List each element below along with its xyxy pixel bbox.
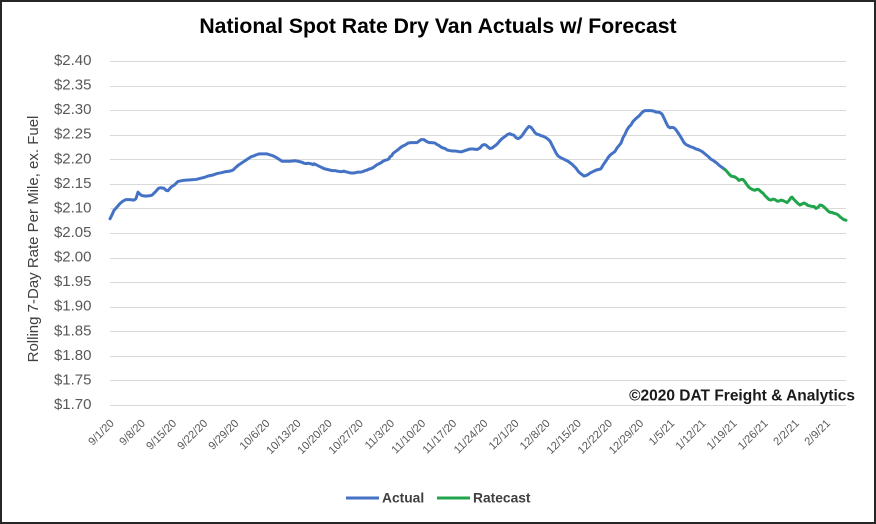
svg-text:$2.05: $2.05 (54, 224, 92, 241)
svg-text:Rolling 7-Day Rate Per Mile, e: Rolling 7-Day Rate Per Mile, ex. Fuel (25, 116, 42, 363)
svg-text:$2.00: $2.00 (54, 249, 92, 266)
svg-text:$1.95: $1.95 (54, 273, 92, 290)
svg-text:National Spot Rate Dry Van Act: National Spot Rate Dry Van Actuals w/ Fo… (199, 15, 676, 38)
svg-text:Actual: Actual (382, 491, 424, 506)
svg-text:$2.30: $2.30 (54, 101, 92, 118)
svg-text:$1.85: $1.85 (54, 322, 92, 339)
svg-text:$2.10: $2.10 (54, 199, 92, 216)
svg-text:$2.35: $2.35 (54, 77, 92, 94)
svg-text:$2.25: $2.25 (54, 126, 92, 143)
svg-text:Ratecast: Ratecast (473, 491, 531, 506)
svg-text:$2.40: $2.40 (54, 52, 92, 69)
svg-text:$1.80: $1.80 (54, 347, 92, 364)
svg-text:$1.70: $1.70 (54, 396, 92, 413)
svg-text:$2.20: $2.20 (54, 150, 92, 167)
svg-text:$2.15: $2.15 (54, 175, 92, 192)
svg-text:©2020 DAT Freight & Analytics: ©2020 DAT Freight & Analytics (629, 388, 855, 405)
svg-text:$1.75: $1.75 (54, 371, 92, 388)
svg-text:$1.90: $1.90 (54, 298, 92, 315)
